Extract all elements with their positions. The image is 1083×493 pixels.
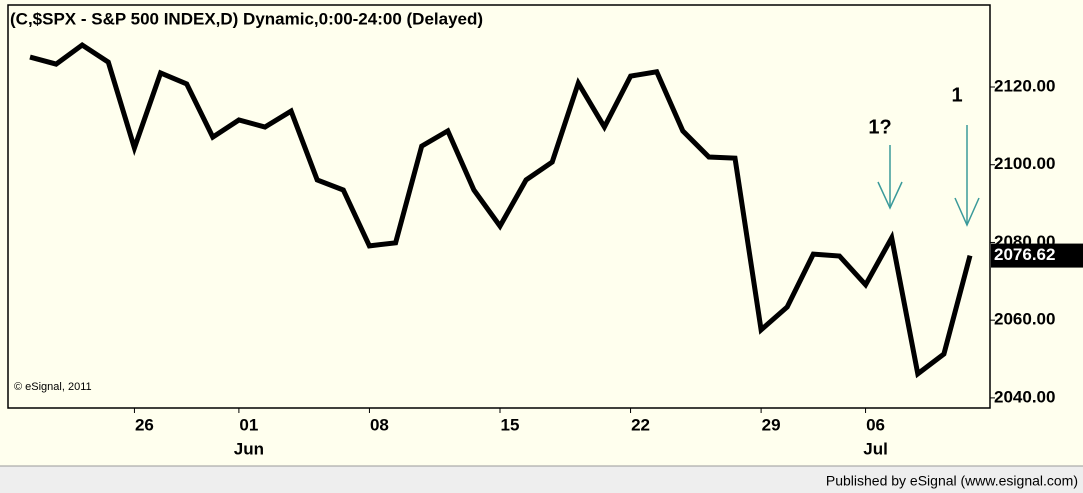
x-tick-label: 01 — [239, 415, 258, 434]
footer-text: Published by eSignal (www.esignal.com) — [826, 473, 1078, 489]
copyright: © eSignal, 2011 — [14, 381, 92, 393]
y-tick-label: 2040.00 — [994, 387, 1055, 406]
x-tick-label: 29 — [762, 415, 781, 434]
y-tick-label: 2100.00 — [994, 154, 1055, 173]
price-line — [29, 41, 973, 379]
last-value-box — [991, 243, 1083, 268]
annotation: 1 — [951, 84, 962, 106]
plot-area — [7, 4, 991, 409]
annotation-arrows — [877, 125, 980, 227]
footer-bar — [0, 466, 1083, 493]
chart-title: (C,$SPX - S&P 500 INDEX,D) Dynamic,0:00-… — [10, 9, 483, 28]
x-tick-label: 15 — [501, 415, 520, 434]
x-tick-label: 08 — [370, 415, 389, 434]
x-group-label: Jul — [863, 439, 888, 458]
arrow-head — [954, 197, 980, 227]
x-group-label: Jun — [234, 439, 264, 458]
x-tick-label: 26 — [135, 415, 154, 434]
y-tick-label: 2120.00 — [994, 76, 1055, 95]
x-tick-label: 06 — [866, 415, 885, 434]
arrow-head — [877, 181, 903, 210]
annotation: 1? — [868, 116, 891, 138]
x-tick-label: 22 — [631, 415, 650, 434]
last-value-label: 2076.62 — [994, 245, 1055, 264]
y-tick-label: 2060.00 — [994, 310, 1055, 329]
